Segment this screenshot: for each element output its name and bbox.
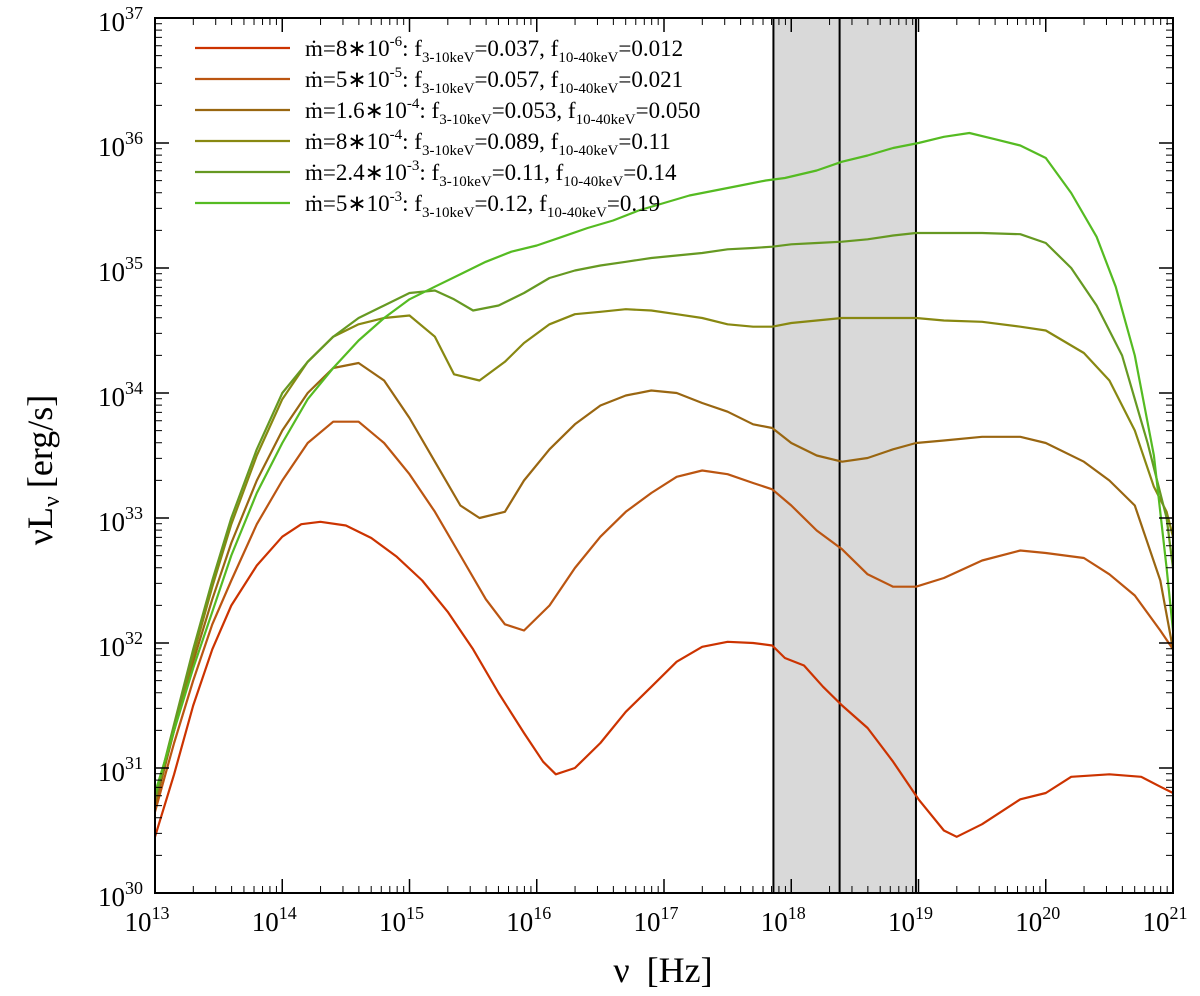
x-tick-label: 1014 (252, 903, 297, 937)
x-tick-label: 1015 (379, 903, 424, 937)
y-tick-label: 1030 (98, 878, 143, 912)
legend-entry-5: ṁ=5∗10-3: f3-10keV=0.12, f10-40keV=0.19 (305, 189, 660, 221)
x-tick-label: 1020 (1015, 903, 1060, 937)
series-line-1 (153, 420, 1174, 813)
legend-entry-1: ṁ=5∗10-5: f3-10keV=0.057, f10-40keV=0.02… (305, 65, 683, 97)
y-axis-title: νLν [erg/s] (20, 395, 65, 545)
y-axis-symbol: νL (20, 507, 60, 545)
legend-entry-0: ṁ=8∗10-6: f3-10keV=0.037, f10-40keV=0.01… (305, 34, 683, 66)
legend-entry-4: ṁ=2.4∗10-3: f3-10keV=0.11, f10-40keV=0.1… (305, 158, 677, 190)
y-tick-label: 1034 (98, 378, 143, 412)
legend-entry-3: ṁ=8∗10-4: f3-10keV=0.089, f10-40keV=0.11 (305, 127, 671, 159)
x-tick-label: 1019 (888, 903, 933, 937)
x-axis-title: ν [Hz] (613, 950, 712, 990)
series-line-4 (153, 231, 1175, 800)
series-line-2 (153, 361, 1175, 806)
y-tick-label: 1037 (98, 3, 143, 37)
y-tick-label: 1031 (98, 753, 143, 787)
y-tick-label: 1035 (98, 253, 143, 287)
legend-entry-2: ṁ=1.6∗10-4: f3-10keV=0.053, f10-40keV=0.… (305, 96, 700, 128)
x-tick-label: 1013 (125, 903, 170, 937)
y-tick-label: 1033 (98, 503, 143, 537)
legend: ṁ=8∗10-6: f3-10keV=0.037, f10-40keV=0.01… (195, 34, 700, 221)
x-tick-label: 1018 (761, 903, 806, 937)
y-axis-subscript: ν (39, 496, 65, 507)
x-tick-label: 1021 (1143, 903, 1188, 937)
series-line-0 (153, 520, 1174, 838)
shaded-band (773, 18, 916, 893)
series-layer (153, 131, 1175, 838)
y-tick-labels: 1030 1031 1032 1033 1034 1035 1036 1037 (98, 3, 143, 912)
y-axis-unit: [erg/s] (20, 395, 60, 488)
y-tick-label: 1032 (98, 628, 143, 662)
x-axis-unit: [Hz] (647, 950, 713, 990)
x-tick-labels: 1013 1014 1015 1016 1017 1018 1019 1020 1021 (125, 903, 1188, 937)
x-tick-label: 1016 (506, 903, 551, 937)
x-axis-symbol: ν (613, 950, 629, 990)
vertical-lines (772, 18, 917, 893)
y-tick-label: 1036 (98, 128, 143, 162)
series-line-3 (153, 308, 1175, 800)
series-line-5 (153, 131, 1175, 794)
x-tick-label: 1017 (634, 903, 679, 937)
ticks-layer (154, 17, 1174, 894)
